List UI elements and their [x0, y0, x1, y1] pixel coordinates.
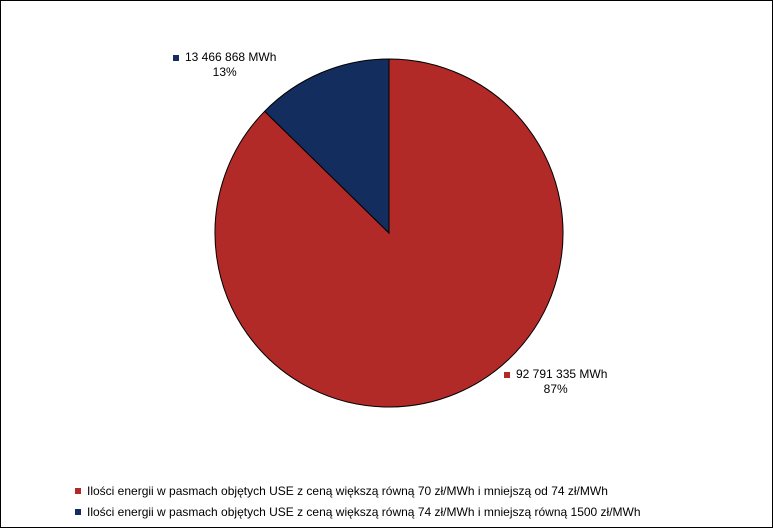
data-label-key-74-1500 — [173, 54, 179, 61]
pie-slice-74-1500 — [263, 58, 390, 235]
legend-item-74-1500: Ilości energii w pasmach objętych USE z … — [75, 501, 641, 522]
data-label-74-1500: 13 466 868 MWh 13% — [173, 50, 276, 80]
legend-item-70-74: Ilości energii w pasmach objętych USE z … — [75, 480, 641, 501]
data-label-70-74: 92 791 335 MWh 87% — [504, 367, 607, 397]
data-label-percent-70-74: 87% — [543, 382, 568, 396]
legend-key-70-74 — [75, 487, 81, 494]
data-label-value-70-74: 92 791 335 MWh — [516, 367, 608, 381]
legend-key-74-1500 — [75, 508, 81, 515]
data-label-key-70-74 — [504, 371, 510, 378]
legend-label-70-74: Ilości energii w pasmach objętych USE z … — [87, 483, 608, 498]
legend-label-74-1500: Ilości energii w pasmach objętych USE z … — [87, 504, 641, 519]
data-label-value-74-1500: 13 466 868 MWh — [185, 50, 277, 64]
data-label-percent-74-1500: 13% — [212, 65, 237, 79]
legend: Ilości energii w pasmach objętych USE z … — [75, 480, 641, 522]
